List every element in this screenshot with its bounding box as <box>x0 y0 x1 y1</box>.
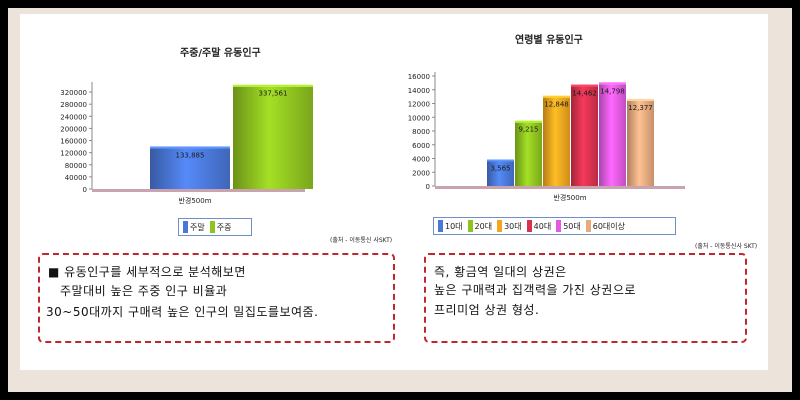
chart1-tick-label: 80000 <box>65 162 87 170</box>
chart2-data-label: 14,462 <box>572 90 597 98</box>
chart2-legend-label: 30대 <box>504 221 522 231</box>
chart2-legend-swatch <box>467 220 473 232</box>
chart2-bar <box>571 86 598 186</box>
chart1-tick-label: 240000 <box>60 113 87 121</box>
chart2-legend-swatch <box>526 220 532 232</box>
chart2-data-label: 3,565 <box>490 164 510 172</box>
chart1-tick-label: 160000 <box>60 138 87 146</box>
chart2-bar <box>487 161 514 186</box>
chart2-bar <box>627 100 654 186</box>
chart2-plot: 0 2000 4000 6000 8000 10000 12000 14000 16000 3,5… <box>408 72 685 202</box>
chart2-tick-label: 10000 <box>408 114 430 122</box>
note-left-line-1: ■ 유동인구를 세부적으로 분석해보면 <box>48 265 246 279</box>
note-right-line-1: 즉, 황금역 일대의 상권은 <box>434 265 567 279</box>
chart1-legend: 주말 주중 <box>178 218 252 236</box>
chart1-bar <box>233 86 313 189</box>
chart1-tick-label: 200000 <box>60 125 87 133</box>
chart2-legend-label: 10대 <box>445 221 463 231</box>
note-box-left: ■ 유동인구를 세부적으로 분석해보면 주말대비 높은 주중 인구 비율과 30… <box>38 253 395 343</box>
chart2-legend: 10대 20대 30대 40대 50대 60대이상 <box>433 217 676 235</box>
chart1-legend-swatch <box>183 221 188 233</box>
chart2-tick-label: 4000 <box>412 156 430 164</box>
chart1-tick-label: 280000 <box>60 101 87 109</box>
chart2-tick-label: 16000 <box>408 73 430 81</box>
chart1-data-label: 337,561 <box>259 90 288 98</box>
chart1-data-label: 133,885 <box>176 151 205 159</box>
chart2-bar-top <box>627 98 654 101</box>
note-left-line-2: 주말대비 높은 주중 인구 비율과 <box>60 284 228 298</box>
chart2-tick-label: 12000 <box>408 101 430 109</box>
chart1-legend-label: 주중 <box>216 222 232 232</box>
chart1-baseline <box>92 189 305 192</box>
chart2-bar-top <box>543 95 570 98</box>
chart2-tick-label: 2000 <box>412 169 430 177</box>
note-box-right: 즉, 황금역 일대의 상권은 높은 구매력과 집객력을 가진 상권으로 프리미엄… <box>424 253 747 343</box>
chart1-tick-label: 320000 <box>60 89 87 97</box>
chart2-data-label: 12,848 <box>544 101 569 109</box>
chart2-legend-swatch <box>556 220 562 232</box>
chart2-legend-label: 40대 <box>533 221 552 231</box>
chart2-tick-label: 14000 <box>408 87 430 95</box>
chart2-data-label: 14,798 <box>600 87 625 95</box>
chart2-x-label: 반경500m <box>553 193 586 202</box>
chart1-tick-label: 0 <box>83 186 87 194</box>
chart2-baseline <box>435 186 685 189</box>
chart1-x-label: 반경500m <box>178 196 211 205</box>
chart2-bar <box>515 122 542 186</box>
chart2-bar-top <box>515 120 542 123</box>
chart2-legend-item: 30대 <box>497 220 522 232</box>
chart1-bar <box>150 148 230 189</box>
chart2-legend-item: 50대 <box>556 220 581 232</box>
note-right-line-2: 높은 구매력과 집객력을 가진 상권으로 <box>434 283 636 297</box>
chart1-tick-label: 120000 <box>60 150 87 158</box>
chart2-legend-label: 60대이상 <box>592 221 625 231</box>
chart2-source: (출처 - 이동통신사 SKT) <box>695 243 758 250</box>
chart2-bar <box>599 84 626 186</box>
chart2-data-label: 9,215 <box>518 126 538 134</box>
chart2-title: 연령별 유동인구 <box>515 35 583 46</box>
chart2-data-label: 12,377 <box>628 104 653 112</box>
chart2-legend-label: 20대 <box>474 221 493 231</box>
chart1-legend-label: 주말 <box>190 222 205 232</box>
chart1-tick-label: 40000 <box>65 174 87 182</box>
chart1-bar-top <box>150 146 230 149</box>
note-left-line-3: 30~50대까지 구매력 높은 인구의 밀집도를보여줌. <box>46 305 319 319</box>
chart1-source: (출처 - 이동통신 사SKT) <box>330 237 393 244</box>
chart2-legend-swatch <box>585 220 591 232</box>
chart2-tick-label: 8000 <box>412 128 430 136</box>
chart1-bar-top <box>233 84 313 87</box>
chart1-title: 주중/주말 유동인구 <box>180 48 261 59</box>
chart2-legend-label: 50대 <box>563 221 581 231</box>
chart2-legend-item: 10대 <box>438 220 463 232</box>
chart1-legend-item: 주중 <box>209 221 232 233</box>
chart2-legend-item: 60대이상 <box>585 220 625 232</box>
chart2-tick-label: 6000 <box>412 142 430 150</box>
note-right-line-3: 프리미엄 상권 형성. <box>434 303 540 317</box>
chart2-legend-item: 20대 <box>467 220 493 232</box>
chart1-legend-swatch <box>209 221 215 233</box>
chart2-bar <box>543 97 570 186</box>
chart2-legend-swatch <box>497 220 503 232</box>
chart2-tick-label: 0 <box>426 183 430 191</box>
chart2-bar-top <box>599 82 626 85</box>
chart1-plot: 0 40000 80000 120000 160000 200000 240000 28000… <box>60 82 313 205</box>
chart2-legend-swatch <box>438 220 443 232</box>
chart2-bar-top <box>571 84 598 87</box>
chart2-bar-top <box>487 159 514 162</box>
chart2-legend-item: 40대 <box>526 220 552 232</box>
chart1-legend-item: 주말 <box>183 221 205 233</box>
